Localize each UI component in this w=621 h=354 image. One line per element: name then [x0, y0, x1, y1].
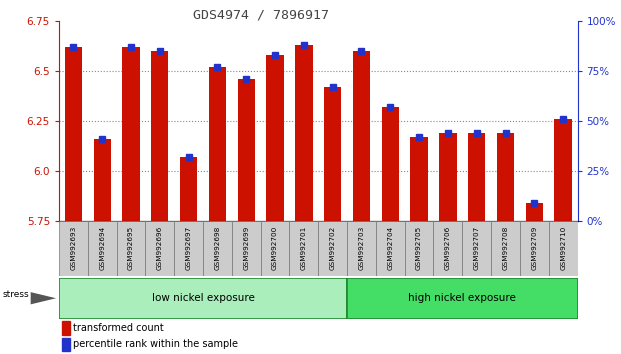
Text: GSM992705: GSM992705	[416, 225, 422, 270]
Text: low nickel exposure: low nickel exposure	[152, 293, 255, 303]
Bar	[209, 67, 226, 221]
Bar	[520, 221, 549, 276]
Bar	[65, 47, 82, 221]
Bar	[549, 221, 578, 276]
Text: GSM992708: GSM992708	[502, 225, 509, 270]
Bar	[88, 221, 117, 276]
Bar	[376, 221, 405, 276]
Bar	[94, 139, 111, 221]
Bar	[266, 55, 284, 221]
Bar	[59, 221, 88, 276]
Bar	[468, 133, 486, 221]
Bar	[347, 278, 578, 319]
Text: GSM992700: GSM992700	[272, 225, 278, 270]
Bar	[62, 338, 70, 351]
Bar	[122, 47, 140, 221]
Text: GSM992703: GSM992703	[358, 225, 365, 270]
Bar	[62, 321, 70, 335]
Text: GSM992696: GSM992696	[157, 225, 163, 270]
Text: GSM992701: GSM992701	[301, 225, 307, 270]
Bar	[319, 221, 347, 276]
Bar	[439, 133, 456, 221]
Bar	[324, 87, 342, 221]
Bar	[175, 221, 203, 276]
Bar	[289, 221, 319, 276]
Text: GSM992704: GSM992704	[388, 225, 393, 270]
Text: high nickel exposure: high nickel exposure	[409, 293, 516, 303]
Bar	[405, 221, 433, 276]
Text: GSM992695: GSM992695	[128, 225, 134, 270]
Bar	[261, 221, 289, 276]
Text: GSM992694: GSM992694	[99, 225, 105, 270]
Text: GDS4974 / 7896917: GDS4974 / 7896917	[193, 9, 329, 22]
Bar	[203, 221, 232, 276]
Text: GSM992702: GSM992702	[330, 225, 336, 270]
Bar	[232, 221, 261, 276]
Bar	[347, 221, 376, 276]
Text: transformed count: transformed count	[73, 323, 164, 333]
Bar	[180, 157, 197, 221]
Text: GSM992709: GSM992709	[532, 225, 537, 270]
Bar	[353, 51, 370, 221]
Text: stress: stress	[3, 291, 30, 299]
Text: GSM992693: GSM992693	[70, 225, 76, 270]
Bar	[433, 221, 462, 276]
Polygon shape	[30, 292, 56, 304]
Bar	[382, 107, 399, 221]
Bar	[59, 278, 347, 319]
Text: GSM992707: GSM992707	[474, 225, 479, 270]
Bar	[410, 137, 428, 221]
Text: GSM992698: GSM992698	[214, 225, 220, 270]
Bar	[555, 119, 572, 221]
Bar	[491, 221, 520, 276]
Bar	[238, 79, 255, 221]
Bar	[145, 221, 175, 276]
Bar	[151, 51, 168, 221]
Bar	[525, 203, 543, 221]
Bar	[295, 45, 312, 221]
Bar	[117, 221, 145, 276]
Bar	[497, 133, 514, 221]
Text: GSM992710: GSM992710	[560, 225, 566, 270]
Bar	[462, 221, 491, 276]
Text: GSM992706: GSM992706	[445, 225, 451, 270]
Text: GSM992699: GSM992699	[243, 225, 249, 270]
Text: GSM992697: GSM992697	[186, 225, 192, 270]
Text: percentile rank within the sample: percentile rank within the sample	[73, 339, 238, 349]
